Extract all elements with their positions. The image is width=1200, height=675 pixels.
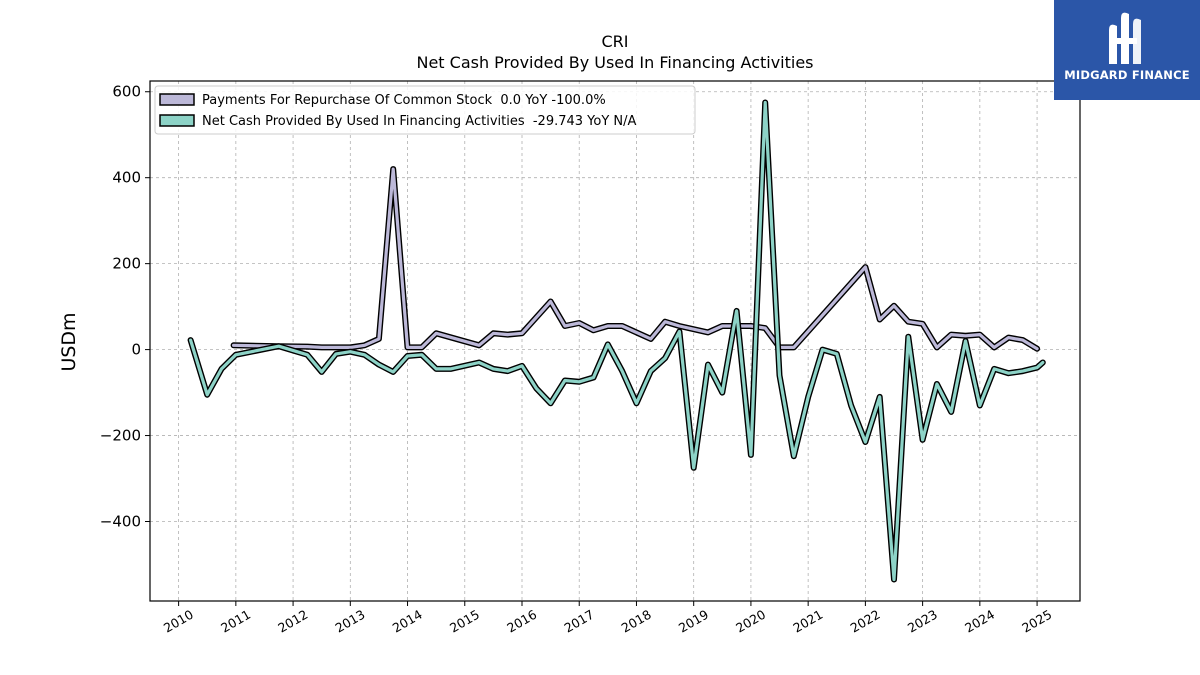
x-tick-label: 2021 <box>790 607 825 636</box>
x-tick-label: 2024 <box>962 607 997 636</box>
series-line-financing-outline <box>187 99 1046 583</box>
x-tick-label: 2020 <box>733 607 768 636</box>
chart-title: CRI <box>601 32 628 51</box>
y-tick-label: −400 <box>100 512 141 530</box>
series-line-financing <box>189 100 1045 582</box>
x-tick-label: 2023 <box>905 607 940 636</box>
legend-label-repurchase: Payments For Repurchase Of Common Stock … <box>202 93 606 108</box>
x-tick-label: 2011 <box>218 607 253 636</box>
y-tick-label: 200 <box>112 255 141 273</box>
y-axis-label: USDm <box>58 312 80 371</box>
legend-label-financing: Net Cash Provided By Used In Financing A… <box>202 114 637 129</box>
midgard-logo-icon <box>1109 12 1141 65</box>
chart-subtitle: Net Cash Provided By Used In Financing A… <box>416 53 813 72</box>
x-tick-label: 2022 <box>848 607 883 636</box>
x-tick-label: 2018 <box>619 607 654 636</box>
x-tick-label: 2015 <box>447 607 482 636</box>
y-tick-label: 600 <box>112 83 141 101</box>
brand-name: MIDGARD FINANCE <box>1064 68 1190 82</box>
x-tick-label: 2016 <box>504 607 539 636</box>
y-tick-label: 0 <box>131 341 141 359</box>
y-tick-label: 400 <box>112 169 141 187</box>
axes: −400 −200 0 200 400 600 2010 2011 2012 2013 2014 20… <box>100 83 1055 636</box>
x-tick-label: 2014 <box>390 607 425 636</box>
legend-swatch-repurchase <box>159 93 195 106</box>
brand-logo: MIDGARD FINANCE <box>1054 0 1200 100</box>
x-tick-label: 2010 <box>161 607 196 636</box>
x-tick-label: 2025 <box>1019 607 1054 636</box>
series-layer <box>187 99 1046 583</box>
x-tick-label: 2012 <box>275 607 310 636</box>
x-tick-label: 2019 <box>676 607 711 636</box>
x-tick-label: 2013 <box>333 607 368 636</box>
legend-swatch-financing <box>159 114 195 127</box>
x-tick-label: 2017 <box>561 607 596 636</box>
legend-box <box>154 85 696 135</box>
plot-frame <box>149 80 1081 602</box>
y-tick-label: −200 <box>100 427 141 445</box>
series-line-repurchase <box>232 167 1039 351</box>
legend: Payments For Repurchase Of Common Stock … <box>154 85 696 135</box>
